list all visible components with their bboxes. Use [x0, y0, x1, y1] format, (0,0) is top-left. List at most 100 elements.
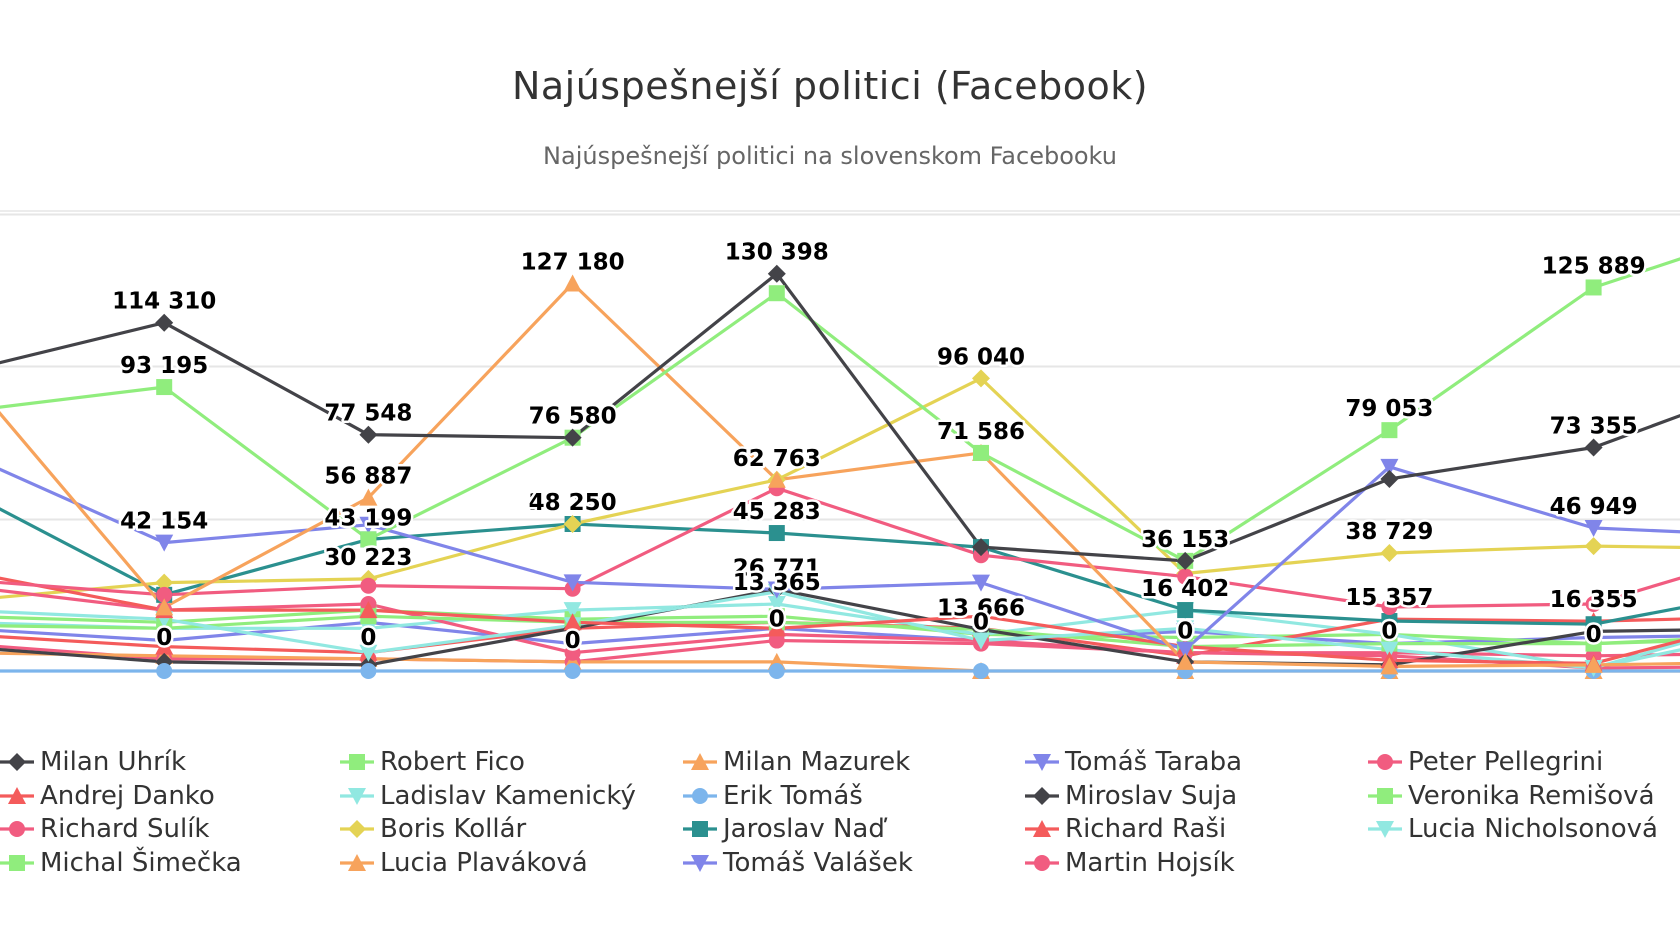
point-lucia-nicholsonova[interactable]	[767, 595, 786, 613]
legend-item-milan-mazurek[interactable]: Milan Mazurek	[683, 747, 910, 777]
point-veronika-remisova[interactable]	[1585, 635, 1602, 652]
series-line-andrej-danko[interactable]	[0, 571, 1680, 666]
legend-marker[interactable]	[692, 788, 708, 804]
legend-item-jaroslav-nad[interactable]: Jaroslav Naď	[683, 814, 885, 844]
legend-marker[interactable]	[349, 754, 365, 770]
series-line-miroslav-suja[interactable]	[0, 587, 1680, 667]
legend-item-tomas-valasek[interactable]: Tomáš Valášek	[683, 848, 913, 878]
point-tomas-taraba[interactable]	[1380, 458, 1399, 476]
legend-item-martin-hojsik[interactable]: Martin Hojsík	[1025, 848, 1235, 878]
point-tomas-taraba[interactable]	[1584, 519, 1603, 537]
point-jaroslav-nad[interactable]	[768, 525, 785, 542]
point-robert-fico[interactable]	[768, 285, 785, 302]
legend-marker[interactable]	[9, 855, 25, 871]
legend-item-veronika-remisova[interactable]: Veronika Remišová	[1368, 781, 1655, 811]
point-milan-mazurek[interactable]	[1380, 657, 1399, 675]
point-milan-mazurek[interactable]	[155, 598, 174, 616]
point-lucia-nicholsonova[interactable]	[563, 602, 582, 620]
legend-item-andrej-danko[interactable]: Andrej Danko	[0, 781, 215, 811]
point-tomas-taraba[interactable]	[155, 534, 174, 552]
point-ladislav-kamenicky[interactable]	[1176, 620, 1195, 638]
point-tomas-taraba[interactable]	[1176, 641, 1195, 659]
point-lucia-nicholsonova[interactable]	[1380, 626, 1399, 644]
point-milan-mazurek[interactable]	[563, 274, 582, 292]
point-jaroslav-nad[interactable]	[1381, 613, 1398, 630]
point-andrej-danko[interactable]	[767, 619, 786, 637]
legend-marker[interactable]	[1377, 788, 1393, 804]
point-erik-tomas[interactable]	[564, 663, 581, 679]
legend-marker[interactable]	[1377, 754, 1393, 770]
point-boris-kollar[interactable]	[1380, 544, 1399, 563]
series-line-veronika-remisova[interactable]	[0, 614, 1680, 649]
point-peter-pellegrini[interactable]	[1585, 595, 1602, 612]
legend-item-lucia-plavakova[interactable]: Lucia Plaváková	[340, 848, 588, 878]
point-tomas-valasek[interactable]	[563, 635, 582, 653]
point-erik-tomas[interactable]	[156, 663, 173, 679]
point-milan-mazurek[interactable]	[1584, 655, 1603, 673]
legend-item-lucia-nicholsonova[interactable]: Lucia Nicholsonová	[1368, 814, 1658, 844]
point-andrej-danko[interactable]	[563, 613, 582, 631]
point-ladislav-kamenicky[interactable]	[972, 632, 990, 650]
point-erik-tomas[interactable]	[768, 663, 785, 679]
point-peter-pellegrini[interactable]	[1177, 568, 1194, 585]
series-line-jaroslav-nad[interactable]	[0, 488, 1680, 626]
series-line-ladislav-kamenicky[interactable]	[0, 590, 1680, 670]
legend-item-peter-pellegrini[interactable]: Peter Pellegrini	[1368, 747, 1603, 777]
point-richard-sulik[interactable]	[564, 644, 581, 661]
point-lucia-nicholsonova[interactable]	[359, 620, 378, 638]
point-boris-kollar[interactable]	[972, 369, 990, 388]
series-line-tomas-taraba[interactable]	[0, 452, 1680, 652]
point-milan-mazurek[interactable]	[359, 488, 378, 506]
legend-marker[interactable]	[1033, 787, 1051, 805]
legend-item-miroslav-suja[interactable]: Miroslav Suja	[1025, 781, 1237, 811]
point-tomas-taraba[interactable]	[972, 574, 990, 592]
legend-marker[interactable]	[692, 821, 708, 837]
point-andrej-danko[interactable]	[972, 607, 990, 625]
legend-item-richard-rasi[interactable]: Richard Raši	[1025, 814, 1226, 844]
legend-item-erik-tomas[interactable]: Erik Tomáš	[683, 781, 863, 811]
point-milan-uhrik[interactable]	[359, 425, 378, 444]
legend-item-robert-fico[interactable]: Robert Fico	[340, 747, 525, 777]
legend-item-milan-uhrik[interactable]: Milan Uhrík	[0, 747, 186, 777]
point-robert-fico[interactable]	[360, 531, 377, 548]
point-robert-fico[interactable]	[156, 379, 173, 396]
legend-marker[interactable]	[1376, 821, 1394, 838]
point-erik-tomas[interactable]	[973, 663, 989, 679]
point-milan-mazurek[interactable]	[1176, 652, 1195, 670]
legend-item-ladislav-kamenicky[interactable]: Ladislav Kamenický	[340, 781, 636, 811]
legend-item-michal-simecka[interactable]: Michal Šimečka	[0, 848, 242, 878]
legend-marker[interactable]	[8, 753, 26, 771]
point-milan-uhrik[interactable]	[1176, 551, 1195, 570]
legend-marker[interactable]	[348, 854, 366, 871]
legend-marker[interactable]	[1034, 855, 1050, 871]
point-tomas-taraba[interactable]	[767, 581, 786, 599]
point-milan-uhrik[interactable]	[972, 538, 990, 557]
legend-marker[interactable]	[9, 821, 25, 837]
point-robert-fico[interactable]	[1585, 279, 1602, 296]
point-boris-kollar[interactable]	[563, 514, 582, 533]
point-richard-rasi[interactable]	[155, 637, 174, 655]
series-line-boris-kollar[interactable]	[0, 376, 1680, 601]
point-veronika-remisova[interactable]	[156, 620, 173, 637]
series-line-robert-fico[interactable]	[0, 220, 1680, 563]
point-andrej-danko[interactable]	[359, 601, 378, 619]
point-peter-pellegrini[interactable]	[156, 586, 173, 603]
legend-marker[interactable]	[8, 787, 26, 804]
point-jaroslav-nad[interactable]	[1177, 602, 1194, 619]
point-milan-uhrik[interactable]	[1380, 469, 1399, 488]
point-miroslav-suja[interactable]	[1584, 622, 1603, 641]
point-ladislav-kamenicky[interactable]	[359, 644, 378, 662]
point-robert-fico[interactable]	[973, 444, 989, 461]
series-line-milan-uhrik[interactable]	[0, 272, 1680, 563]
series-line-lucia-nicholsonova[interactable]	[0, 602, 1680, 670]
legend-item-tomas-taraba[interactable]: Tomáš Taraba	[1025, 747, 1242, 777]
point-peter-pellegrini[interactable]	[1381, 599, 1398, 616]
point-milan-uhrik[interactable]	[563, 428, 582, 447]
point-boris-kollar[interactable]	[155, 573, 174, 592]
legend-item-richard-sulik[interactable]: Richard Sulík	[0, 814, 209, 844]
point-erik-tomas[interactable]	[360, 663, 377, 679]
legend-marker[interactable]	[691, 855, 709, 872]
point-boris-kollar[interactable]	[1584, 537, 1603, 556]
point-tomas-taraba[interactable]	[563, 574, 582, 592]
point-milan-uhrik[interactable]	[767, 264, 786, 283]
